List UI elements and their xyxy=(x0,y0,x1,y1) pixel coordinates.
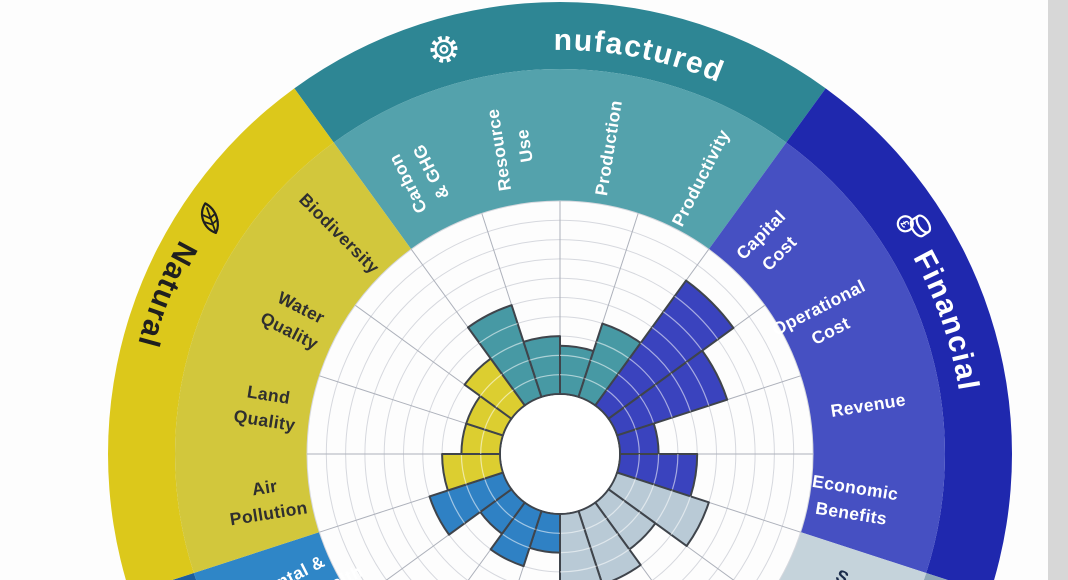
inner-band-financial xyxy=(708,142,945,573)
outer-band-financial xyxy=(786,88,1012,580)
bar-grid-line xyxy=(479,373,503,397)
bar-grid-line xyxy=(596,548,630,567)
bar-grid-line xyxy=(686,361,710,406)
bar-grid-line xyxy=(596,341,630,360)
bar-grid-line xyxy=(671,453,679,491)
bar-grid-line xyxy=(651,326,688,363)
bar-grid-line xyxy=(654,384,673,418)
outer-band-manufactured xyxy=(294,2,826,143)
bar-grid-line xyxy=(628,358,656,386)
bar-wedge xyxy=(463,357,526,420)
bar-grid-line xyxy=(670,496,692,535)
page-edge-strip xyxy=(1048,0,1068,580)
bar-grid-line xyxy=(495,389,514,408)
svg-text:£: £ xyxy=(898,218,911,230)
bar-grid-line xyxy=(654,490,673,524)
bar-grid-line xyxy=(490,341,524,360)
bar-wedge xyxy=(607,349,729,437)
bar-grid-line xyxy=(559,565,597,573)
bar-grid-line xyxy=(662,311,703,352)
outer-band-natural xyxy=(108,88,334,580)
bar-grid-line xyxy=(479,322,518,344)
inner-band-manufactured xyxy=(333,69,787,250)
bar-grid-line xyxy=(447,490,466,524)
bar-grid-line xyxy=(674,295,719,340)
bar-grid-line xyxy=(640,342,672,374)
inner-band-social xyxy=(779,532,927,580)
leaf-icon xyxy=(201,202,219,235)
inner-band-human xyxy=(193,532,341,580)
bar-grid-line xyxy=(670,373,692,412)
outer-band-social xyxy=(923,572,948,580)
bar-financial-0 xyxy=(594,279,735,420)
gear-icon xyxy=(430,35,458,63)
inner-band-natural xyxy=(175,142,412,573)
bar-natural-3 xyxy=(463,357,526,420)
coins-icon: £ xyxy=(896,214,932,238)
outer-band-human xyxy=(172,572,197,580)
center-hole xyxy=(501,395,619,513)
